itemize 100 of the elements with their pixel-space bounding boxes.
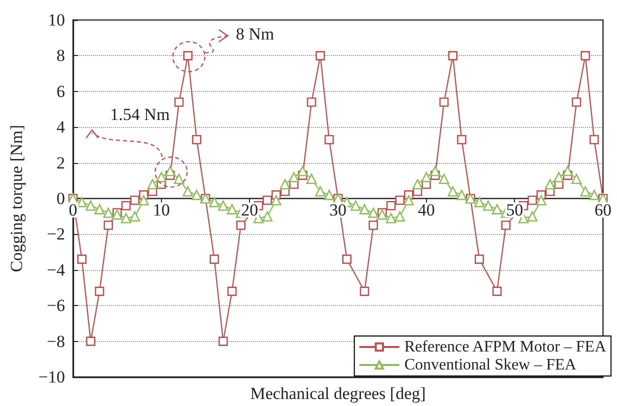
point (394, 211, 405, 222)
point (386, 200, 396, 210)
point (474, 196, 484, 208)
point (359, 204, 370, 214)
point (456, 190, 467, 200)
point (386, 212, 396, 224)
point (492, 286, 502, 296)
point (571, 174, 582, 184)
point (316, 51, 325, 60)
point (306, 97, 316, 107)
point (536, 195, 546, 206)
point (104, 220, 113, 230)
legend-label: Reference AFPM Motor – FEA (404, 338, 607, 356)
point (395, 196, 404, 205)
x-tick-label: 40 (418, 200, 435, 220)
point (590, 134, 599, 144)
point (86, 336, 96, 346)
point (368, 208, 378, 218)
point (174, 174, 184, 184)
point (448, 186, 458, 197)
y-tick-label: −2 (46, 224, 65, 244)
point (262, 196, 272, 205)
point (483, 200, 494, 211)
point (138, 195, 149, 206)
point (474, 254, 484, 264)
point (430, 166, 440, 176)
point (121, 200, 131, 210)
point (448, 51, 458, 60)
point (156, 172, 166, 182)
point (315, 186, 326, 197)
point (182, 186, 193, 197)
y-tick-label: 6 (56, 82, 65, 101)
point (103, 208, 114, 218)
point (76, 196, 87, 208)
point (324, 190, 334, 200)
point (306, 174, 317, 184)
x-tick-label: 30 (330, 200, 346, 220)
point (218, 200, 228, 211)
legend-label: Conventional Skew – FEA (404, 356, 577, 374)
x-tick-label: 10 (152, 200, 170, 220)
point (86, 200, 96, 211)
point (438, 174, 450, 184)
point (77, 254, 86, 264)
point (271, 195, 282, 206)
point (501, 220, 510, 230)
point (174, 97, 184, 107)
x-tick-label: 60 (594, 200, 612, 220)
point (404, 195, 414, 206)
point (324, 134, 334, 144)
point (209, 196, 220, 208)
point (280, 179, 290, 190)
point (457, 134, 466, 144)
point (368, 220, 378, 230)
point (288, 172, 299, 182)
y-tick-label: 2 (56, 153, 65, 172)
point (544, 179, 556, 190)
point (572, 97, 582, 107)
y-tick-label: −6 (46, 296, 65, 316)
point (421, 172, 432, 182)
point (262, 211, 272, 222)
annotation: 1.54 Nm (110, 105, 170, 124)
point (298, 166, 308, 176)
point (130, 211, 140, 222)
point (130, 196, 140, 205)
point (492, 204, 502, 214)
point (412, 179, 423, 190)
y-tick-label: 8 (56, 46, 65, 66)
point (360, 286, 370, 296)
point (528, 196, 537, 205)
y-tick-label: −8 (46, 332, 65, 351)
x-tick-label: 20 (241, 200, 258, 220)
point (527, 211, 538, 222)
point (580, 186, 590, 197)
y-tick-label: −10 (38, 368, 65, 386)
point (227, 286, 237, 296)
point (580, 51, 590, 60)
point (350, 200, 361, 211)
point (94, 286, 104, 296)
y-tick-label: 10 (48, 10, 65, 30)
y-tick-label: 4 (56, 118, 66, 137)
point (112, 209, 122, 220)
point (439, 97, 449, 107)
x-tick-label: 50 (506, 200, 524, 220)
x-tick-label: 0 (68, 200, 78, 220)
point (218, 336, 228, 346)
point (192, 190, 202, 200)
point (342, 254, 352, 264)
point (226, 204, 238, 214)
point (210, 254, 219, 264)
point (192, 134, 202, 144)
point (377, 209, 388, 220)
point (120, 212, 132, 224)
point (236, 220, 246, 230)
point (554, 172, 564, 182)
point (589, 190, 600, 200)
point (94, 204, 105, 214)
annotation: 8 Nm (236, 24, 274, 44)
point (562, 166, 573, 176)
y-tick-label: −4 (46, 260, 66, 280)
point (147, 179, 158, 190)
